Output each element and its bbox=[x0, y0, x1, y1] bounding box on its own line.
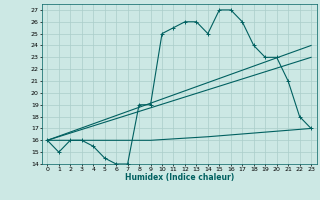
X-axis label: Humidex (Indice chaleur): Humidex (Indice chaleur) bbox=[124, 173, 234, 182]
